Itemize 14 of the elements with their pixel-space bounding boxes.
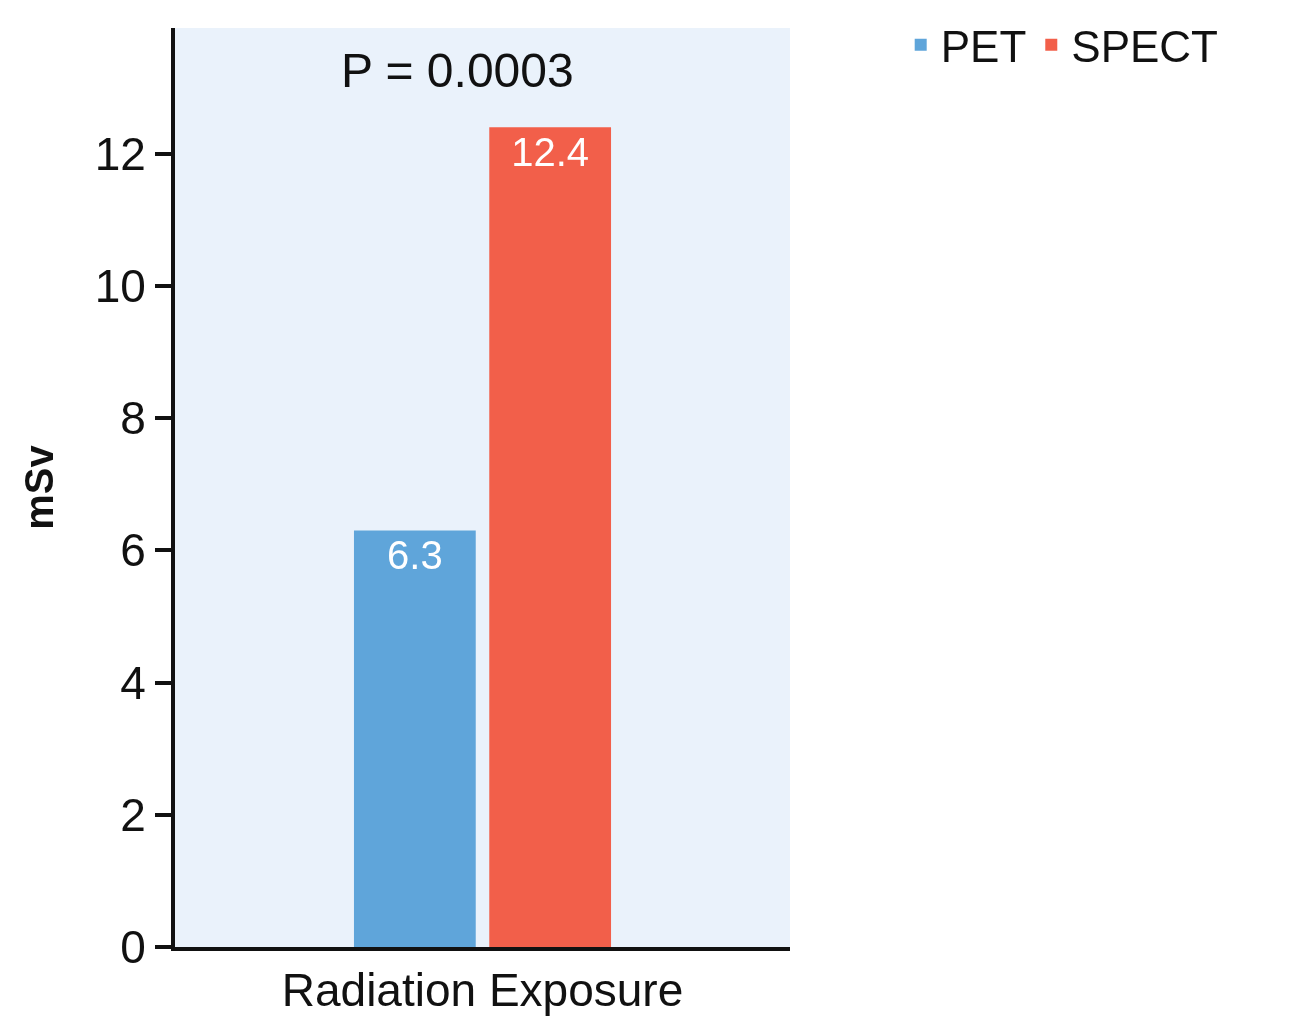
x-tick-label: Radiation Exposure xyxy=(281,964,684,1017)
y-tick-label: 2 xyxy=(120,788,146,841)
y-axis-title: mSv xyxy=(16,444,61,530)
annotation: P = 0.0003 xyxy=(341,44,574,97)
y-tick-label: 8 xyxy=(120,392,146,445)
y-tick-label: 10 xyxy=(94,259,146,312)
y-tick-label: 4 xyxy=(120,656,146,709)
y-tick-label: 0 xyxy=(120,921,146,974)
legend-label: PET xyxy=(940,21,1027,71)
data-label: 6.3 xyxy=(387,533,443,578)
y-tick-label: 6 xyxy=(120,524,146,577)
y-tick-label: 12 xyxy=(94,127,146,180)
data-label: 12.4 xyxy=(511,130,590,175)
legend-label: SPECT xyxy=(1071,21,1218,71)
